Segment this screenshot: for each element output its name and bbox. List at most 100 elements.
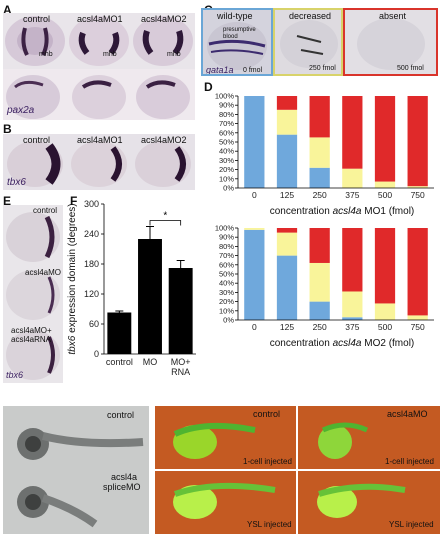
panel-h-inject-2: 1-cell injected [385, 457, 434, 466]
chart-d-top-bar-500-s1 [374, 181, 396, 188]
chart-d-bottom-xlabel: concentration acsl4a MO2 (fmol) [244, 338, 440, 349]
chart-f-significance-bracket [149, 220, 182, 226]
chart-d-bottom-bar-500-s1 [374, 303, 396, 320]
chart-f-bar-0 [107, 312, 132, 354]
chart-d-top-ytick-label: 30% [219, 156, 234, 165]
chart-d-bottom-ytick-label: 40% [219, 279, 234, 288]
chart-d-top-bar-250-s0 [309, 167, 330, 188]
panel-c-wildtype-image: wild-type presumptive blood gata1a 0 fmo… [201, 8, 273, 76]
chart-d-top-ytick-label: 80% [219, 110, 234, 119]
panel-c-absent-image: absent 500 fmol [343, 8, 438, 76]
chart-d-bottom-ytick-label: 60% [219, 260, 234, 269]
panel-b-gene-label: tbx6 [7, 177, 26, 188]
chart-d-top-ytick-label: 100% [215, 92, 235, 101]
chart-f-ytick-label: 180 [84, 259, 99, 269]
chart-f-ytick-label: 120 [84, 289, 99, 299]
panel-h-label-control: control [253, 409, 281, 419]
panel-h-inject-3: YSL injected [247, 520, 292, 529]
chart-d-top-ytick-label: 10% [219, 174, 234, 183]
panel-a-gene-label: pax2a [7, 105, 35, 116]
chart-f-xtick-label: MO+ [171, 357, 191, 367]
chart-d-bottom-bar-375-s2 [342, 228, 363, 292]
chart-d-bottom-ytick-label: 90% [219, 233, 234, 242]
chart-d-top-bar-750-s2 [407, 96, 428, 187]
chart-d-top-xlabel: concentration acsl4a MO1 (fmol) [244, 206, 440, 217]
panel-b-col-label-2: acsl4aMO1 [77, 135, 123, 145]
chart-d-top: 0%10%20%30%40%50%60%70%80%90%100% 0 125 250… [215, 92, 434, 198]
panel-g-label-splice: spliceMO [103, 482, 141, 492]
chart-d-top-xtick-label: 125 [280, 190, 294, 198]
panel-h-image: control acsl4aMO 1-cell injected 1-cell … [155, 406, 440, 534]
chart-d-top-xlabel-italic: acsl4a [332, 206, 362, 217]
chart-d-top-xlabel-pre: concentration [269, 206, 333, 217]
chart-d-bottom-bar-375-s0 [342, 317, 363, 320]
chart-d-bottom-ytick-label: 20% [219, 297, 234, 306]
chart-d-top-xtick-label: 250 [313, 190, 327, 198]
panel-a-label: A [3, 3, 12, 17]
chart-d-top-bar-500-s2 [374, 96, 396, 182]
chart-d-top-bar-375-s1 [342, 168, 363, 188]
chart-d-bottom-xtick-label: 125 [280, 322, 294, 330]
chart-d-bottom-bar-250-s2 [309, 228, 330, 263]
chart-d-top-xtick-label: 750 [411, 190, 425, 198]
panel-c-wildtype-embryo [207, 22, 267, 70]
panel-g-embryos [3, 406, 149, 534]
panel-c-dose-2: 250 fmol [309, 65, 336, 72]
panel-a-mhb-label-1: mhb [39, 51, 53, 58]
chart-d-bottom-ytick-label: 30% [219, 288, 234, 297]
chart-f: 0 60 120 180 240 300 control MO MO+RNA * tbx6 expr… [67, 199, 196, 377]
chart-d-bottom-xtick-label: 500 [378, 322, 392, 330]
chart-f-ytick-label: 60 [89, 319, 99, 329]
chart-f-bar-2 [168, 268, 193, 354]
chart-d-bottom-bar-125-s2 [276, 228, 298, 233]
chart-d-top-xlabel-post: MO1 (fmol) [361, 206, 415, 217]
chart-f-ytick-label: 0 [94, 349, 99, 359]
chart-d-bottom-xlabel-post: MO2 (fmol) [361, 338, 415, 349]
chart-f-xtick-label: MO [143, 357, 158, 367]
chart-d-bottom-ytick-label: 100% [215, 224, 235, 233]
chart-f-ylabel-post: expression domain (degrees) [67, 203, 78, 335]
chart-d-top-ytick-label: 90% [219, 101, 234, 110]
chart-d-bottom-bar-500-s2 [374, 228, 396, 304]
panel-b-col-label-3: acsl4aMO2 [141, 135, 187, 145]
chart-d-bottom-xtick-label: 375 [345, 322, 359, 330]
chart-d-bottom-bar-0-s0 [244, 229, 265, 320]
panel-c-gene-label: gata1a [206, 65, 234, 75]
chart-d-top-ytick-label: 0% [223, 184, 234, 193]
chart-d-bottom-ytick-label: 80% [219, 242, 234, 251]
chart-f-ylabel-italic: tbx6 [67, 335, 78, 354]
chart-f-bar-1 [138, 239, 162, 354]
panel-g-label-control: control [107, 410, 135, 420]
panel-a-col-label-2: acsl4aMO1 [77, 14, 123, 24]
chart-d-bottom-bar-750-s1 [407, 315, 428, 320]
chart-d-bottom-ytick-label: 10% [219, 306, 234, 315]
chart-d-bottom-ytick-label: 70% [219, 251, 234, 260]
chart-d-bottom-xlabel-italic: acsl4a [332, 338, 362, 349]
chart-d-bottom: 0%10%20%30%40%50%60%70%80%90%100% 0 125 250… [215, 224, 434, 330]
chart-d-top-bar-250-s1 [309, 137, 330, 168]
chart-d-bottom-ytick-label: 50% [219, 270, 234, 279]
panel-a-col-label-3: acsl4aMO2 [141, 14, 187, 24]
chart-d-top-bar-125-s0 [276, 134, 298, 188]
panel-a-mhb-label-2: mhb [103, 51, 117, 58]
chart-d-bottom-xtick-label: 0 [252, 322, 257, 330]
chart-d-bottom-bar-125-s1 [276, 232, 298, 256]
panel-e-image: control acsl4aMO acsl4aMO+ acsl4aRNA tbx… [3, 205, 63, 383]
chart-d-top-bar-125-s2 [276, 96, 298, 110]
panel-e-embryos [6, 212, 60, 380]
panel-b-col-label-1: control [23, 135, 51, 145]
panel-f-label: F [70, 194, 78, 208]
chart-d-top-ytick-label: 20% [219, 165, 234, 174]
chart-d-top-ytick-label: 50% [219, 138, 234, 147]
chart-d-top-bar-750-s1 [407, 186, 428, 188]
chart-d-bottom-bar-375-s1 [342, 291, 363, 318]
panel-a-mhb-label-3: mhb [167, 51, 181, 58]
panel-h-label-acsl4amo: acsl4aMO [387, 409, 428, 419]
panel-h-inject-1: 1-cell injected [243, 457, 292, 466]
chart-f-ytick-label: 240 [84, 229, 99, 239]
panel-a-embryos [3, 16, 195, 120]
chart-d-top-ytick-label: 60% [219, 128, 234, 137]
chart-d-bottom-bar-250-s1 [309, 262, 330, 302]
chart-d-top-bar-125-s1 [276, 109, 298, 135]
panel-h-inject-4: YSL injected [389, 520, 434, 529]
